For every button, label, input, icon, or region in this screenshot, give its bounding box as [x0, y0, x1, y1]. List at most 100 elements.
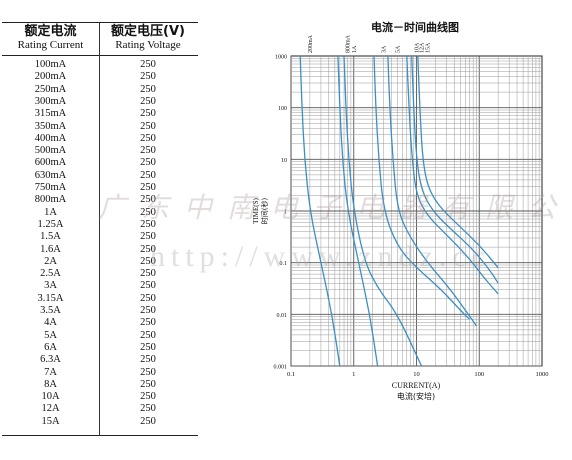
top-current-label: 10A	[415, 42, 421, 53]
fuse-curve	[406, 55, 499, 295]
rating-current-cell: 1.5A	[40, 231, 61, 243]
rating-voltage-cell: 250	[140, 391, 156, 403]
x-tick-label: 10	[413, 371, 420, 378]
rating-voltage-cell: 250	[140, 378, 156, 390]
y-tick-label: 0.001	[274, 365, 288, 371]
header-voltage-en: Rating Voltage	[115, 39, 181, 52]
y-axis-label-zh: 时间(秒)	[260, 198, 269, 225]
rating-voltage-cell: 250	[140, 317, 156, 329]
rating-current-cell: 8A	[44, 378, 57, 390]
rating-current-cell: 750mA	[34, 182, 67, 193]
x-tick-label: 1000	[536, 371, 549, 378]
rating-current-cell: 6.3A	[40, 354, 61, 366]
rating-current-cell: 100mA	[34, 59, 67, 70]
rating-current-cell: 10A	[41, 391, 60, 403]
top-current-label: 1A	[352, 45, 358, 53]
rating-voltage-cell: 250	[140, 194, 156, 206]
rating-current-cell: 1.25A	[37, 218, 64, 230]
rating-current-cell: 6A	[44, 341, 57, 353]
x-tick-label: 100	[474, 371, 484, 378]
rating-current-cell: 250mA	[34, 83, 67, 95]
rating-voltage-cell: 250	[140, 132, 156, 144]
rating-voltage-cell: 250	[140, 268, 156, 280]
rating-current-cell: 2A	[44, 255, 57, 267]
rating-voltage-cell: 250	[140, 120, 156, 132]
top-current-label: 5A	[396, 45, 402, 53]
rating-current-cell: 350mA	[34, 120, 67, 132]
fuse-curve	[343, 55, 423, 367]
grid	[290, 56, 542, 367]
header-current-zh: 额定电流	[24, 24, 77, 39]
rating-voltage-cell: 250	[140, 218, 156, 230]
x-tick-label: 1	[352, 371, 355, 378]
curves	[299, 55, 499, 367]
rating-current-cell: 800mA	[34, 194, 67, 206]
y-axis-label: TIME(S)	[252, 198, 260, 224]
rating-voltage-cell: 250	[140, 206, 156, 218]
column-divider	[99, 23, 100, 435]
top-current-label: 3A	[382, 45, 388, 53]
rating-current-cell: 300mA	[34, 95, 67, 107]
x-axis-label: CURRENT(A)	[392, 381, 441, 390]
tick-labels: 0.1 1 10 100 1000 0.001 0.01 0.1 1 10 100 1000	[274, 55, 549, 379]
rating-voltage-cell: 250	[140, 108, 156, 120]
header-current-en: Rating Current	[17, 39, 84, 52]
y-tick-label: 0.1	[280, 261, 288, 267]
rating-voltage-cell: 250	[140, 182, 156, 193]
rating-current-cell: 7A	[44, 366, 57, 378]
rating-current-cell: 3.5A	[40, 305, 61, 316]
rating-current-cell: 315mA	[34, 108, 67, 120]
fuse-curve	[337, 55, 379, 367]
rating-voltage-cell: 250	[140, 354, 156, 366]
rating-voltage-cell: 250	[140, 59, 156, 70]
x-axis-label-zh: 电流(安培)	[397, 391, 435, 401]
rating-current-cell: 4A	[44, 317, 57, 329]
rating-voltage-cell: 250	[140, 255, 156, 267]
y-tick-label: 1000	[275, 55, 287, 61]
top-current-label: 200mA	[308, 34, 314, 53]
y-tick-label: 1	[284, 210, 287, 216]
rating-current-cell: 1.6A	[40, 243, 61, 255]
rating-voltage-cell: 250	[140, 169, 156, 181]
y-tick-label: 100	[278, 106, 287, 112]
fuse-curve	[387, 55, 477, 327]
rating-voltage-cell: 250	[140, 71, 156, 83]
rating-voltage-cell: 250	[140, 305, 156, 316]
rating-current-cell: 15A	[41, 415, 60, 427]
rating-voltage-cell: 250	[140, 243, 156, 255]
top-current-label: 800mA	[346, 34, 352, 53]
x-tick-label: 0.1	[287, 371, 295, 378]
header-voltage-zh: 额定电压(V)	[111, 24, 185, 39]
rating-current-cell: 630mA	[34, 169, 67, 181]
rating-current-cell: 3A	[44, 280, 57, 292]
rating-voltage-cell: 250	[140, 145, 156, 157]
rating-voltage-cell: 250	[140, 329, 156, 341]
rating-current-cell: 12A	[41, 403, 60, 415]
rating-voltage-cell: 250	[140, 403, 156, 415]
rating-voltage-cell: 250	[140, 415, 156, 427]
header-rating-current: 额定电流 Rating Current	[2, 24, 99, 52]
rating-current-cell: 200mA	[34, 71, 67, 83]
rating-voltage-cell: 250	[140, 280, 156, 292]
fuse-curve	[299, 55, 341, 367]
rating-current-cell: 2.5A	[40, 268, 61, 280]
rating-current-cell: 400mA	[34, 132, 67, 144]
fuse-curve	[411, 55, 499, 284]
top-current-label: 15A	[426, 42, 432, 53]
y-tick-label: 10	[281, 158, 287, 164]
fuse-curve	[417, 55, 499, 269]
rating-voltage-cell: 250	[140, 292, 156, 304]
rating-voltage-cell: 250	[140, 341, 156, 353]
top-current-label: 12A	[419, 42, 425, 53]
rating-current-cell: 500mA	[34, 145, 67, 157]
rating-voltage-cell: 250	[140, 83, 156, 95]
rating-current-cell: 3.15A	[37, 292, 64, 304]
rating-voltage-cell: 250	[140, 95, 156, 107]
rating-table: 额定电流 Rating Current 额定电压(V) Rating Volta…	[2, 22, 198, 436]
rating-current-cell: 600mA	[34, 157, 67, 169]
fuse-curve	[373, 55, 470, 320]
rating-voltage-cell: 250	[140, 157, 156, 169]
rating-current-cell: 1A	[44, 206, 57, 218]
